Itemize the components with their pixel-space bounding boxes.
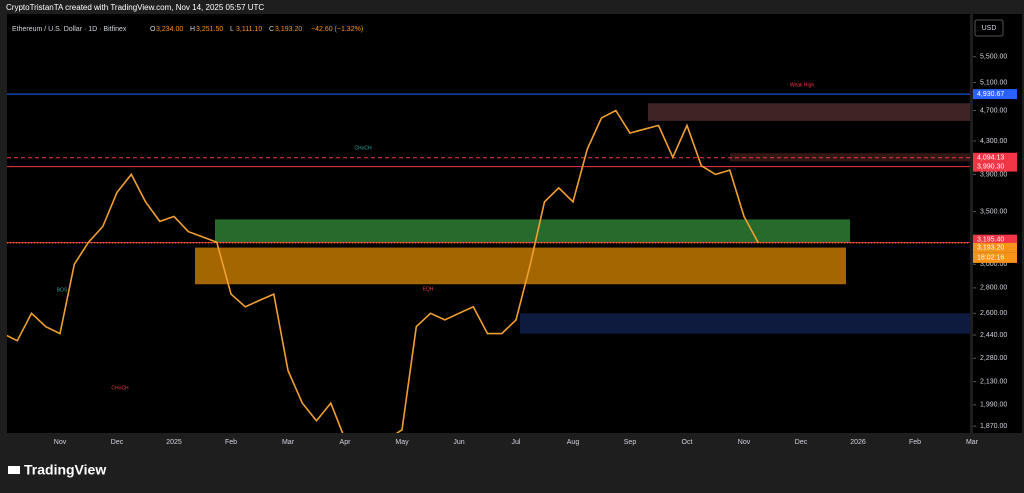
- price-axis: [973, 14, 1022, 433]
- logo-icon: [8, 466, 20, 474]
- y-tick-label: 2,280.00: [980, 355, 1007, 362]
- y-tick-label: 2,600.00: [980, 310, 1007, 317]
- ohlc-key: L: [230, 26, 234, 33]
- ohlc-value: 3,251.50: [196, 26, 223, 33]
- annotation: CHoCH: [111, 385, 129, 391]
- ohlc-key: H: [190, 26, 195, 33]
- y-tick-label: 3,900.00: [980, 171, 1007, 178]
- y-tick-label: 2,130.00: [980, 378, 1007, 385]
- x-tick-label: Jun: [453, 439, 464, 446]
- y-tick-label: 2,800.00: [980, 285, 1007, 292]
- annotation: EQH: [423, 286, 434, 292]
- zone: [648, 103, 970, 121]
- price-label: 4,930.67: [977, 91, 1004, 98]
- x-tick-label: 2025: [166, 439, 182, 446]
- x-tick-label: 2026: [850, 439, 866, 446]
- header: CryptoTristanTA created with TradingView…: [6, 3, 264, 12]
- annotation: Weak High: [790, 82, 815, 88]
- price-label-bg: [973, 152, 1017, 163]
- price-label: 4,094.13: [977, 155, 1004, 162]
- x-tick-label: May: [395, 439, 409, 446]
- change: −42.60 (−1.32%): [311, 26, 363, 33]
- y-tick-label: 3,000.00: [980, 261, 1007, 268]
- y-tick-label: 5,100.00: [980, 79, 1007, 86]
- x-tick-label: Jul: [512, 439, 521, 446]
- zone: [215, 219, 850, 243]
- price-label-bg: [973, 242, 1017, 253]
- y-tick-label: 4,300.00: [980, 138, 1007, 145]
- x-tick-label: Dec: [111, 439, 124, 446]
- ohlc-value: 3,234.00: [156, 26, 183, 33]
- ohlc-key: O: [150, 26, 156, 33]
- price-label: 3,195.40: [977, 237, 1004, 244]
- zone: [195, 247, 846, 285]
- countdown-bg: [973, 252, 1017, 263]
- y-tick-label: 4,700.00: [980, 107, 1007, 114]
- x-tick-label: Feb: [909, 439, 921, 446]
- x-tick-label: Mar: [966, 439, 979, 446]
- currency: USD: [982, 25, 997, 32]
- x-tick-label: Feb: [225, 439, 237, 446]
- price-label-bg: [973, 89, 1017, 100]
- price-label-bg: [973, 234, 1017, 245]
- logo: TradingView: [8, 462, 106, 478]
- price-label-bg: [973, 161, 1017, 172]
- x-tick-label: Nov: [738, 439, 751, 446]
- header-bar: [0, 0, 1024, 14]
- x-tick-label: Aug: [567, 439, 580, 446]
- x-tick-label: Oct: [682, 439, 693, 446]
- ohlc-key: C: [269, 26, 274, 33]
- x-tick-label: Apr: [340, 439, 352, 446]
- y-tick-label: 2,440.00: [980, 332, 1007, 339]
- legend: Ethereum / U.S. Dollar · 1D · Bitfinex O…: [12, 26, 363, 33]
- y-tick-label: 3,500.00: [980, 208, 1007, 215]
- x-tick-label: Nov: [54, 439, 67, 446]
- price-line: [7, 109, 760, 433]
- x-tick-label: Sep: [624, 439, 637, 446]
- plot: CHoCH CHoCH Weak High BOS EQH: [7, 82, 970, 433]
- brand: TradingView: [24, 462, 106, 478]
- currency-box: [974, 19, 1004, 37]
- price-label: 3,193.20: [977, 245, 1004, 252]
- annotation: CHoCH: [354, 145, 372, 151]
- x-tick-label: Mar: [282, 439, 295, 446]
- countdown: 18:02:16: [977, 255, 1004, 262]
- ohlc-value: 3,111.10: [236, 26, 262, 33]
- symbol: Ethereum / U.S. Dollar · 1D · Bitfinex: [12, 26, 127, 33]
- ohlc-value: 3,193.20: [275, 26, 302, 33]
- zone: [520, 313, 970, 334]
- y-tick-label: 5,500.00: [980, 54, 1007, 61]
- x-tick-label: Dec: [795, 439, 808, 446]
- price-label: 3,990.30: [977, 163, 1004, 170]
- y-tick-label: 1,990.00: [980, 402, 1007, 409]
- y-tick-label: 1,870.00: [980, 423, 1007, 430]
- annotation: BOS: [57, 287, 68, 293]
